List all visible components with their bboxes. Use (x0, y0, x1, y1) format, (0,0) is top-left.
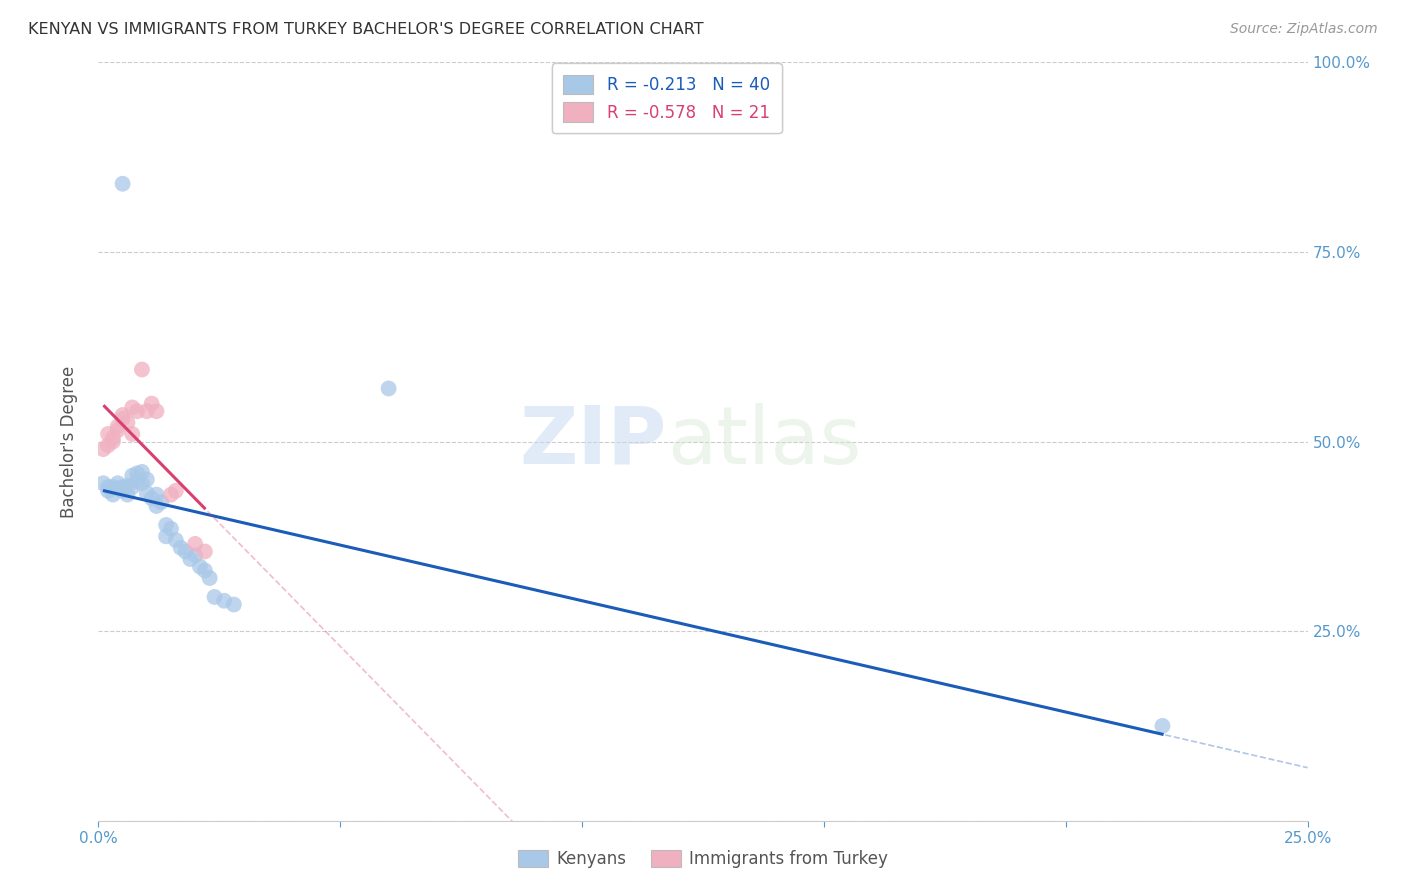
Point (1152, 719, 1174, 733)
Point (194, 544, 217, 558)
Point (97, 480, 120, 494)
Point (141, 396, 163, 410)
Point (131, 362, 153, 376)
Point (127, 404, 149, 418)
Y-axis label: Bachelor's Degree: Bachelor's Degree (59, 366, 77, 517)
Legend: Kenyans, Immigrants from Turkey: Kenyans, Immigrants from Turkey (510, 843, 896, 875)
Point (101, 480, 124, 494)
Legend: R = -0.213   N = 40, R = -0.578   N = 21: R = -0.213 N = 40, R = -0.578 N = 21 (551, 63, 782, 134)
Point (222, 598, 245, 612)
Point (111, 483, 134, 498)
Point (150, 495, 173, 509)
Point (131, 476, 153, 491)
Point (145, 487, 167, 501)
Point (121, 480, 143, 494)
Text: ZIP: ZIP (519, 402, 666, 481)
Point (97, 483, 120, 498)
Point (107, 419, 129, 434)
Point (91, 442, 114, 457)
Point (121, 427, 143, 442)
Point (107, 476, 129, 491)
Point (101, 431, 124, 445)
Point (117, 487, 139, 501)
Point (145, 499, 167, 513)
Point (111, 480, 134, 494)
Point (91, 476, 114, 491)
Text: KENYAN VS IMMIGRANTS FROM TURKEY BACHELOR'S DEGREE CORRELATION CHART: KENYAN VS IMMIGRANTS FROM TURKEY BACHELO… (28, 22, 704, 37)
Point (377, 382, 399, 396)
Point (160, 487, 183, 501)
Point (117, 478, 139, 492)
Point (141, 491, 163, 506)
Point (169, 541, 191, 555)
Point (184, 537, 207, 551)
Point (107, 482, 129, 496)
Point (160, 522, 183, 536)
Point (97, 427, 120, 442)
Point (135, 473, 157, 487)
Point (107, 423, 129, 437)
Point (135, 404, 157, 418)
Point (194, 564, 217, 578)
Point (111, 177, 134, 191)
Point (121, 468, 143, 483)
Point (198, 571, 221, 585)
Point (111, 408, 134, 422)
Point (131, 465, 153, 479)
Point (184, 548, 207, 563)
Point (188, 559, 211, 574)
Point (117, 416, 139, 430)
Point (179, 552, 201, 566)
Text: Source: ZipAtlas.com: Source: ZipAtlas.com (1230, 22, 1378, 37)
Point (97, 438, 120, 452)
Point (155, 529, 177, 543)
Point (135, 486, 157, 500)
Point (174, 544, 197, 558)
Point (111, 412, 134, 426)
Point (145, 404, 167, 418)
Point (165, 533, 187, 548)
Point (212, 594, 235, 608)
Point (204, 590, 226, 604)
Point (127, 467, 149, 481)
Point (165, 483, 187, 498)
Text: atlas: atlas (666, 402, 860, 481)
Point (101, 434, 124, 449)
Point (121, 401, 143, 415)
Point (155, 517, 177, 532)
Point (127, 474, 149, 488)
Point (101, 487, 124, 501)
